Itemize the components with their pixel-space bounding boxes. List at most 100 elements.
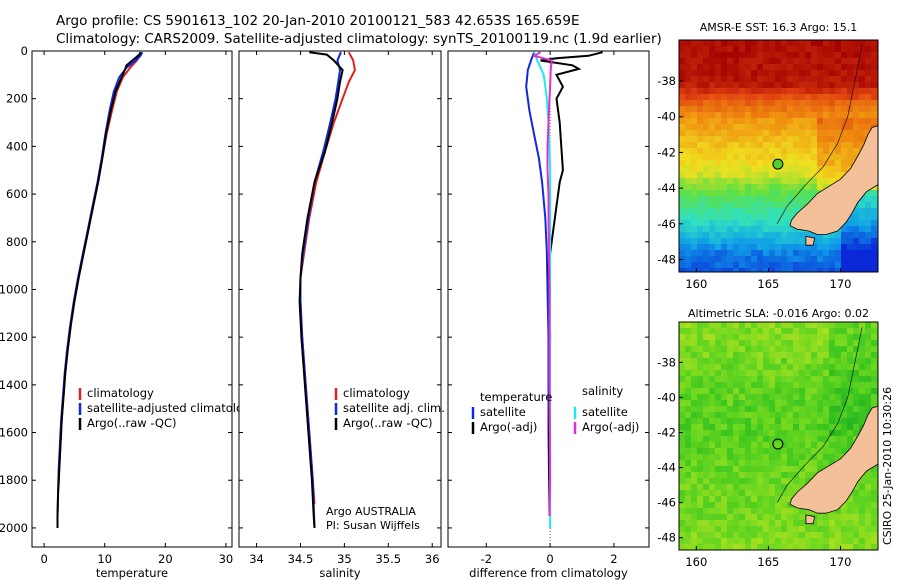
map-cell [709,352,715,358]
map-cell [793,76,799,82]
map-cell [787,142,793,148]
map-cell [745,496,751,502]
map-cell [703,70,709,76]
map-cell [811,520,817,526]
map-cell [679,376,685,382]
map-cell [715,154,721,160]
map-cell [781,148,787,154]
map-cell [793,520,799,526]
map-cell [733,142,739,148]
map-cell [757,130,763,136]
map-cell [823,46,829,52]
legend-entry: satellite [480,405,526,419]
map-cell [775,256,781,262]
map-cell [829,358,835,364]
map-cell [727,202,733,208]
map-cell [733,160,739,166]
map-cell [763,136,769,142]
map-cell [691,376,697,382]
map-cell [817,376,823,382]
map-cell [805,388,811,394]
map-cell [817,52,823,58]
map-cell [799,400,805,406]
map-cell [865,52,871,58]
map-cell [679,70,685,76]
map-cell [763,268,769,272]
map-cell [835,130,841,136]
map-cell [841,244,847,250]
map-cell [853,418,859,424]
map-cell [739,184,745,190]
map-cell [805,106,811,112]
map-cell [871,52,877,58]
map-cell [841,58,847,64]
map-cell [847,250,853,256]
map-cell [793,100,799,106]
map-cell [799,334,805,340]
map-cell [787,250,793,256]
map-cell [853,328,859,334]
map-cell [697,400,703,406]
map-cell [745,58,751,64]
map-cell [763,256,769,262]
map-cell [715,106,721,112]
map-cell [769,88,775,94]
map-cell [781,532,787,538]
map-cell [835,142,841,148]
map-cell [751,472,757,478]
map-cell [739,136,745,142]
map-cell [823,58,829,64]
map-cell [715,490,721,496]
map-cell [703,496,709,502]
map-cell [817,544,823,550]
map-cell [703,532,709,538]
map-cell [763,538,769,544]
map-cell [817,514,823,520]
map-cell [685,406,691,412]
map-cell [763,532,769,538]
map-cell [739,496,745,502]
map-cell [823,160,829,166]
y-tick-label: -42 [657,425,676,439]
map-cell [811,154,817,160]
map-cell [727,172,733,178]
map-cell [799,58,805,64]
map-cell [775,526,781,532]
map-cell [709,520,715,526]
map-cell [715,484,721,490]
map-cell [775,376,781,382]
map-cell [721,184,727,190]
map-cell [703,352,709,358]
map-cell [793,484,799,490]
map-cell [787,514,793,520]
map-cell [751,142,757,148]
map-cell [805,478,811,484]
map-cell [751,46,757,52]
map-cell [865,112,871,118]
map-cell [715,418,721,424]
map-cell [787,370,793,376]
map-cell [781,508,787,514]
map-cell [685,490,691,496]
map-cell [727,460,733,466]
map-cell [745,514,751,520]
map-cell [685,124,691,130]
map-cell [847,160,853,166]
map-cell [715,328,721,334]
map-cell [739,394,745,400]
map-cell [823,364,829,370]
map-cell [847,112,853,118]
map-cell [817,412,823,418]
map-cell [685,52,691,58]
map-cell [697,382,703,388]
map-cell [697,388,703,394]
map-cell [697,322,703,328]
map-cell [799,118,805,124]
map-cell [697,442,703,448]
map-cell [793,190,799,196]
map-cell [745,238,751,244]
map-cell [871,46,877,52]
x-tick-label: 30 [219,552,234,566]
map-cell [763,148,769,154]
map-cell [745,352,751,358]
